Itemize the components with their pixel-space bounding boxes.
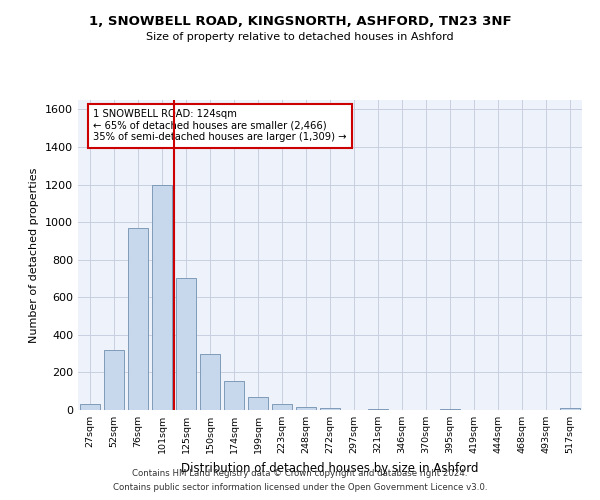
Bar bbox=[104, 350, 124, 410]
Text: 1 SNOWBELL ROAD: 124sqm
← 65% of detached houses are smaller (2,466)
35% of semi: 1 SNOWBELL ROAD: 124sqm ← 65% of detache… bbox=[93, 110, 347, 142]
Bar bbox=[440, 409, 460, 410]
Bar bbox=[368, 409, 388, 410]
Y-axis label: Number of detached properties: Number of detached properties bbox=[29, 168, 40, 342]
Bar bbox=[152, 184, 172, 410]
Bar bbox=[272, 404, 292, 410]
Text: Contains HM Land Registry data © Crown copyright and database right 2024.: Contains HM Land Registry data © Crown c… bbox=[132, 468, 468, 477]
Text: Size of property relative to detached houses in Ashford: Size of property relative to detached ho… bbox=[146, 32, 454, 42]
Text: 1, SNOWBELL ROAD, KINGSNORTH, ASHFORD, TN23 3NF: 1, SNOWBELL ROAD, KINGSNORTH, ASHFORD, T… bbox=[89, 15, 511, 28]
Bar bbox=[224, 381, 244, 410]
Bar bbox=[320, 408, 340, 410]
X-axis label: Distribution of detached houses by size in Ashford: Distribution of detached houses by size … bbox=[181, 462, 479, 474]
Text: Contains public sector information licensed under the Open Government Licence v3: Contains public sector information licen… bbox=[113, 484, 487, 492]
Bar bbox=[248, 397, 268, 410]
Bar bbox=[200, 354, 220, 410]
Bar bbox=[128, 228, 148, 410]
Bar bbox=[560, 408, 580, 410]
Bar bbox=[80, 404, 100, 410]
Bar bbox=[296, 407, 316, 410]
Bar bbox=[176, 278, 196, 410]
